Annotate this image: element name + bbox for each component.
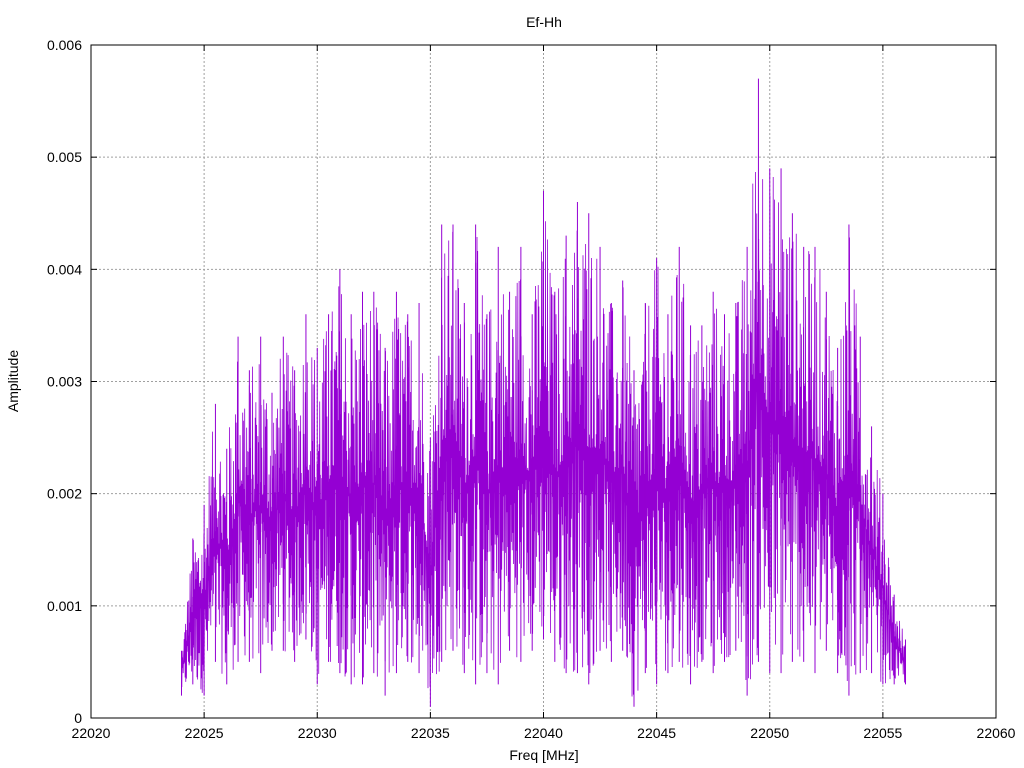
x-tick-label: 22025 <box>185 725 224 741</box>
x-tick-label: 22045 <box>637 725 676 741</box>
y-tick-label: 0 <box>74 710 82 726</box>
y-tick-label: 0.001 <box>47 598 82 614</box>
chart-title: Ef-Hh <box>526 14 562 30</box>
series <box>181 78 906 707</box>
y-tick-label: 0.005 <box>47 149 82 165</box>
y-tick-label: 0.006 <box>47 37 82 53</box>
x-tick-label: 22035 <box>411 725 450 741</box>
y-tick-label: 0.003 <box>47 374 82 390</box>
y-axis-label: Amplitude <box>5 350 21 412</box>
x-tick-label: 22050 <box>750 725 789 741</box>
x-tick-label: 22060 <box>977 725 1016 741</box>
x-tick-label: 22040 <box>524 725 563 741</box>
x-axis-label: Freq [MHz] <box>509 747 578 763</box>
ticks: 22020 22025 22030 22035 22040 22045 22050 22055… <box>47 37 1016 741</box>
plot-frame <box>90 44 997 719</box>
y-tick-label: 0.002 <box>47 486 82 502</box>
x-tick-label: 22030 <box>298 725 337 741</box>
y-tick-label: 0.004 <box>47 261 82 277</box>
x-tick-label: 22020 <box>72 725 111 741</box>
x-tick-label: 22055 <box>863 725 902 741</box>
